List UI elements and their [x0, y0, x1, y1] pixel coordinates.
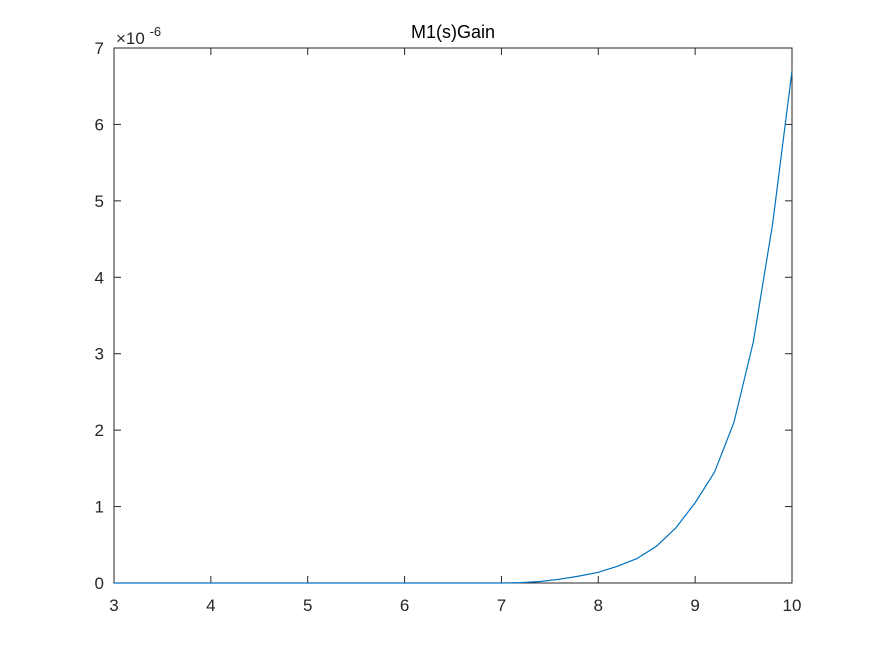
x-tick-label: 4 — [206, 596, 215, 615]
x-tick-label: 6 — [400, 596, 409, 615]
y-tick-label: 4 — [95, 268, 104, 287]
y-multiplier-base: ×10 — [116, 29, 145, 48]
y-tick-label: 5 — [95, 192, 104, 211]
y-tick-label: 0 — [95, 574, 104, 593]
x-tick-label: 8 — [594, 596, 603, 615]
chart-title: M1(s)Gain — [411, 22, 495, 42]
y-tick-label: 1 — [95, 498, 104, 517]
series-line-1 — [114, 70, 793, 584]
x-tick-label: 3 — [109, 596, 118, 615]
y-axis-multiplier: ×10 -6 — [116, 24, 161, 48]
svg-text:×10 -6: ×10 -6 — [116, 24, 161, 48]
y-tick-label: 2 — [95, 421, 104, 440]
data-layer — [114, 70, 793, 584]
x-tick-label: 5 — [303, 596, 312, 615]
x-tick-label: 9 — [690, 596, 699, 615]
x-tick-label: 7 — [497, 596, 506, 615]
y-multiplier-exponent: -6 — [150, 24, 162, 39]
x-tick-label: 10 — [783, 596, 802, 615]
y-tick-label: 7 — [95, 39, 104, 58]
plot-area — [114, 48, 792, 583]
label-layer: 3 4 5 6 7 8 9 10 0 1 2 3 4 5 6 7 — [95, 39, 802, 615]
y-tick-label: 6 — [95, 115, 104, 134]
y-tick-label: 3 — [95, 345, 104, 364]
